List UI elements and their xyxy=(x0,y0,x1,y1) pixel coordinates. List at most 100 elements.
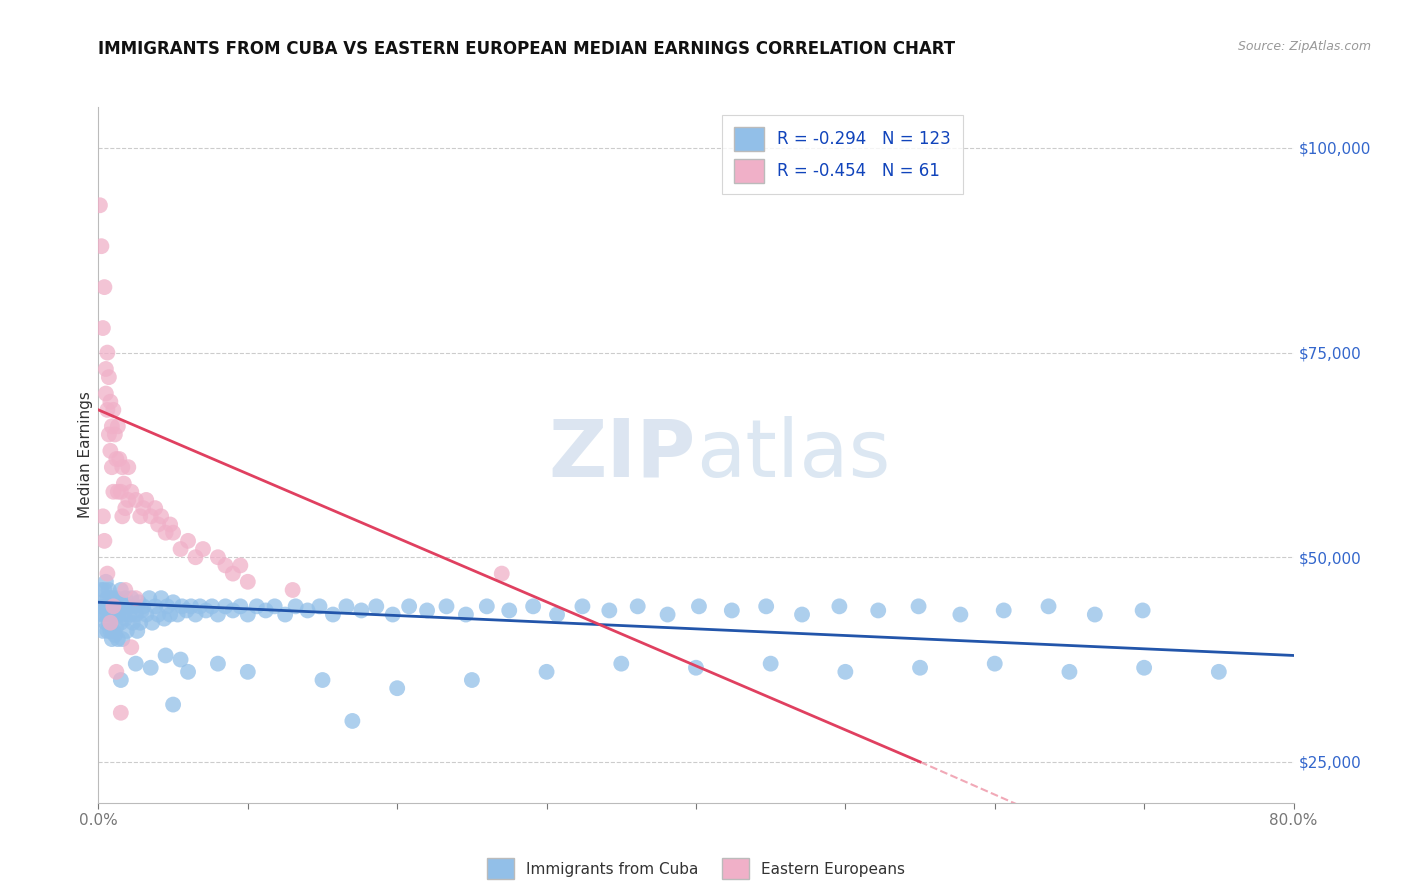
Point xyxy=(907,599,929,614)
Point xyxy=(103,403,125,417)
Point xyxy=(143,501,166,516)
Point xyxy=(180,599,202,614)
Point xyxy=(169,542,191,557)
Point xyxy=(104,628,127,642)
Point xyxy=(148,517,170,532)
Point xyxy=(112,476,135,491)
Point xyxy=(436,599,458,614)
Point xyxy=(201,599,224,614)
Point xyxy=(222,566,245,581)
Point xyxy=(117,492,139,507)
Point xyxy=(101,603,124,617)
Point xyxy=(91,321,114,335)
Point xyxy=(169,652,191,666)
Point xyxy=(94,615,117,630)
Point xyxy=(214,599,236,614)
Point xyxy=(398,599,420,614)
Point xyxy=(571,599,593,614)
Point xyxy=(97,427,120,442)
Point xyxy=(828,599,851,614)
Point xyxy=(155,525,177,540)
Point xyxy=(610,657,633,671)
Point xyxy=(949,607,972,622)
Point xyxy=(284,599,307,614)
Point xyxy=(153,612,176,626)
Point xyxy=(254,603,277,617)
Point xyxy=(117,599,139,614)
Point xyxy=(98,394,122,409)
Text: ZIP: ZIP xyxy=(548,416,696,494)
Point xyxy=(111,607,134,622)
Point xyxy=(166,607,188,622)
Point xyxy=(105,452,128,467)
Point xyxy=(97,615,120,630)
Point xyxy=(177,533,200,548)
Point xyxy=(129,615,152,630)
Point xyxy=(148,607,170,622)
Point xyxy=(1059,665,1081,679)
Point xyxy=(105,591,128,606)
Point xyxy=(128,595,150,609)
Point xyxy=(188,599,211,614)
Point xyxy=(172,599,194,614)
Point xyxy=(98,624,122,638)
Point xyxy=(868,603,890,617)
Point xyxy=(381,607,404,622)
Point xyxy=(97,370,120,384)
Point xyxy=(94,574,117,589)
Point xyxy=(107,484,129,499)
Point xyxy=(162,698,184,712)
Point xyxy=(101,419,124,434)
Point xyxy=(688,599,710,614)
Point xyxy=(114,501,136,516)
Point xyxy=(132,501,155,516)
Point xyxy=(759,657,782,671)
Point xyxy=(97,582,120,597)
Point xyxy=(120,484,142,499)
Point xyxy=(98,443,122,458)
Point xyxy=(297,603,319,617)
Point xyxy=(159,607,181,622)
Point xyxy=(139,661,162,675)
Point xyxy=(111,460,134,475)
Point xyxy=(108,595,131,609)
Point xyxy=(105,665,128,679)
Point xyxy=(546,607,568,622)
Point xyxy=(117,460,139,475)
Point xyxy=(790,607,813,622)
Point xyxy=(118,607,141,622)
Point xyxy=(124,599,146,614)
Point xyxy=(114,591,136,606)
Point xyxy=(350,603,373,617)
Point xyxy=(491,566,513,581)
Point xyxy=(755,599,778,614)
Point xyxy=(125,607,148,622)
Point xyxy=(107,419,129,434)
Point xyxy=(311,673,333,687)
Point xyxy=(132,599,155,614)
Point xyxy=(162,525,184,540)
Point xyxy=(281,582,304,597)
Point xyxy=(834,665,856,679)
Point xyxy=(114,582,136,597)
Point xyxy=(107,632,129,646)
Point xyxy=(98,591,122,606)
Point xyxy=(112,599,135,614)
Point xyxy=(96,566,118,581)
Point xyxy=(721,603,744,617)
Point xyxy=(104,427,127,442)
Point xyxy=(236,665,259,679)
Point xyxy=(107,607,129,622)
Point xyxy=(103,484,125,499)
Point xyxy=(150,509,173,524)
Point xyxy=(94,599,117,614)
Point xyxy=(125,492,148,507)
Point xyxy=(108,452,131,467)
Point xyxy=(461,673,484,687)
Text: Source: ZipAtlas.com: Source: ZipAtlas.com xyxy=(1237,40,1371,54)
Point xyxy=(111,632,134,646)
Point xyxy=(156,599,179,614)
Point xyxy=(207,657,229,671)
Text: atlas: atlas xyxy=(696,416,890,494)
Point xyxy=(121,615,143,630)
